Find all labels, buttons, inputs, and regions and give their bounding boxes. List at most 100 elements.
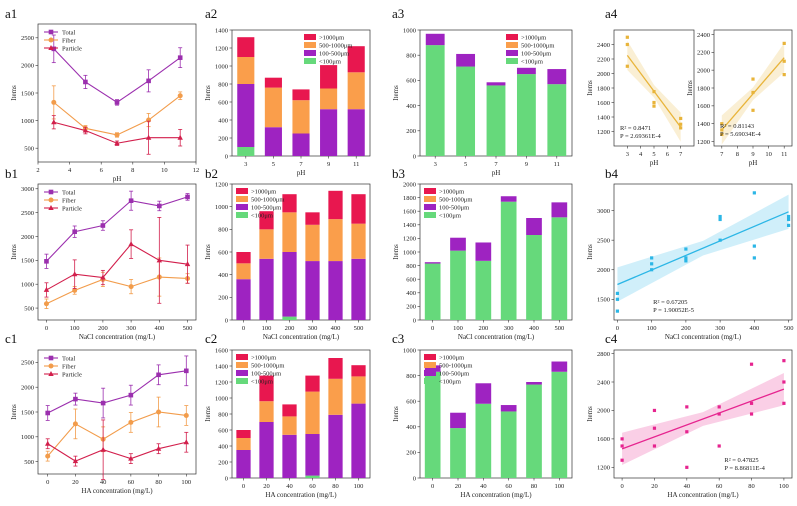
legend-swatch — [236, 188, 248, 194]
data-point — [184, 261, 191, 267]
y-tick-label: 1400 — [215, 363, 228, 370]
bar-segment — [259, 229, 274, 259]
y-tick-label: 1200 — [403, 236, 416, 243]
bar-segment — [500, 201, 517, 320]
bar-segment — [292, 100, 310, 134]
x-tick-label: 3 — [434, 161, 437, 168]
x-tick-label: 6 — [666, 151, 670, 158]
y-tick-label: 1600 — [697, 103, 710, 110]
y-tick-label: 400 — [406, 290, 416, 297]
y-axis-label: Items — [392, 244, 400, 260]
bar-segment — [305, 475, 320, 478]
legend-label: 500-1000μm — [251, 363, 284, 370]
bar-segment — [282, 316, 297, 320]
y-tick-label: 0 — [225, 475, 228, 482]
x-axis-label: HA concentration (mg/L) — [460, 491, 532, 499]
data-point — [177, 134, 183, 140]
data-point — [718, 238, 722, 242]
data-point — [156, 372, 161, 378]
y-tick-label: 1500 — [21, 258, 34, 265]
data-point — [685, 430, 689, 434]
x-tick-label: 0 — [431, 325, 434, 332]
chart-a3: 0 200 400 600 800 1000 3 5 7 9 11 pH Items a3 >1000μm5… — [392, 6, 573, 177]
legend-swatch — [506, 42, 518, 48]
fit-line — [621, 388, 785, 450]
y-axis-label: Items — [586, 244, 594, 260]
legend-label: <100μm — [439, 379, 461, 386]
x-tick-label: 0 — [431, 483, 434, 490]
bar-segment — [351, 365, 366, 377]
data-point — [751, 108, 755, 112]
data-point — [720, 122, 724, 126]
data-point — [720, 128, 724, 132]
legend-label: 500-1000μm — [521, 43, 554, 50]
x-axis-label: HA concentration (mg/L) — [265, 491, 337, 499]
x-tick-label: 0 — [46, 479, 49, 486]
x-tick-label: 11 — [781, 151, 787, 158]
fit-annotation: R² = 0.8471 — [620, 125, 651, 132]
data-point — [620, 444, 624, 448]
data-point — [786, 214, 791, 219]
bar-segment — [486, 85, 506, 156]
fit-annotation: R² = 0.67205 — [653, 299, 687, 306]
data-point — [48, 205, 54, 210]
legend-swatch — [236, 362, 248, 368]
legend-swatch — [424, 370, 436, 376]
data-point — [620, 437, 624, 441]
data-point — [786, 223, 791, 227]
x-tick-label: 6 — [100, 167, 104, 174]
data-point — [100, 223, 106, 228]
bar-segment — [236, 263, 251, 280]
y-tick-label: 600 — [406, 78, 416, 85]
data-point — [155, 445, 162, 451]
data-point — [183, 439, 189, 445]
bar-segment — [500, 405, 517, 412]
legend-label: >1000μm — [439, 355, 464, 362]
bar-segment — [456, 53, 476, 67]
chart-a4l: 1200 1400 1600 1800 2000 2200 2400 3 4 5 6 7 pH Items… — [586, 6, 695, 167]
data-point — [782, 41, 786, 45]
x-axis-label: pH — [113, 175, 122, 183]
x-tick-label: 40 — [286, 483, 293, 490]
y-tick-label: 2400 — [697, 32, 710, 39]
bar-segment — [351, 223, 366, 259]
data-point — [782, 359, 786, 363]
data-point — [717, 444, 721, 448]
x-tick-label: 20 — [455, 483, 462, 490]
legend-swatch — [236, 204, 248, 210]
legend-swatch — [424, 188, 436, 194]
legend-swatch — [236, 212, 248, 218]
data-point — [751, 90, 755, 95]
y-tick-label: 1200 — [597, 465, 610, 472]
y-tick-label: 200 — [218, 459, 228, 466]
bar-segment — [237, 37, 255, 57]
y-tick-label: 800 — [218, 411, 228, 418]
chart-a1: 500 1000 1500 2000 2500 2 4 6 8 10 12 pH Items a1 Tota… — [5, 6, 199, 183]
legend-label: >1000μm — [251, 189, 276, 196]
panel-label: a4 — [605, 6, 618, 21]
y-tick-label: 1000 — [403, 27, 416, 34]
bar-segment — [237, 57, 255, 84]
legend-label: 100-500μm — [251, 205, 281, 212]
legend-swatch — [304, 42, 316, 48]
y-tick-label: 1800 — [597, 85, 610, 92]
y-tick-label: 0 — [225, 153, 228, 160]
series-particle — [45, 419, 189, 480]
bar-segment — [282, 434, 297, 478]
x-tick-label: 40 — [100, 479, 107, 486]
y-tick-label: 600 — [218, 249, 228, 256]
bar-segment — [282, 404, 297, 417]
y-tick-label: 2500 — [21, 35, 34, 42]
legend-swatch — [424, 196, 436, 202]
chart-a2: 0 200 400 600 800 1000 1200 1400 3 5 7 9 11 pH Items a2… — [204, 6, 371, 177]
bar-segment — [305, 434, 320, 476]
data-point — [48, 371, 54, 376]
data-point — [128, 455, 134, 461]
series-line — [46, 243, 188, 291]
legend-label: Total — [62, 189, 75, 196]
y-tick-label: 1000 — [403, 347, 416, 354]
x-tick-label: 40 — [684, 483, 691, 490]
series-fiber — [51, 85, 183, 138]
data-point — [620, 458, 624, 462]
